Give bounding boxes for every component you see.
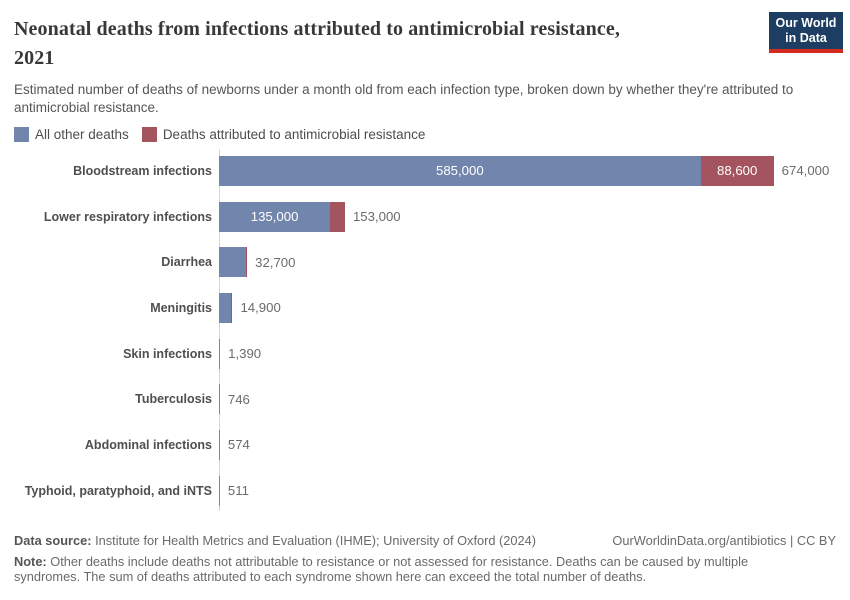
bar-segment-other-deaths[interactable]: 585,000 — [219, 155, 701, 186]
bar-segment-amr-deaths[interactable] — [231, 292, 233, 323]
category-label: Meningitis — [150, 300, 212, 315]
chart-footer: Data source: Institute for Health Metric… — [14, 533, 836, 586]
bar-row: Meningitis 14,900 — [14, 285, 836, 331]
bar-total-label: 1,390 — [228, 346, 262, 362]
note-text: Other deaths include deaths not attribut… — [14, 553, 749, 585]
bar-value-label-inside: 135,000 — [250, 209, 299, 225]
bar-row: Bloodstream infections 585,000 88,600 674,0… — [14, 148, 836, 194]
bar-total-label: 153,000 — [352, 209, 401, 225]
category-label: Typhoid, paratyphoid, and iNTS — [24, 483, 212, 498]
bar-track: 746 — [219, 384, 836, 415]
bar-segment-other-deaths[interactable] — [219, 429, 220, 460]
y-axis-line — [219, 149, 220, 511]
category-label: Skin infections — [123, 346, 212, 361]
license-link[interactable]: OurWorldinData.org/antibiotics | CC BY — [612, 532, 836, 548]
category-label: Abdominal infections — [84, 437, 212, 452]
title-line-1: Neonatal deaths from infections attribut… — [14, 18, 620, 40]
bar-segment-other-deaths[interactable] — [219, 338, 221, 369]
bar-total-label: 14,900 — [240, 300, 281, 316]
owid-logo[interactable]: Our World in Data — [769, 12, 843, 53]
bar-track: 574 — [219, 429, 836, 460]
bar-row: Lower respiratory infections 135,000 153,0… — [14, 194, 836, 240]
bar-track: 511 — [219, 475, 836, 506]
bar-total-label: 32,700 — [255, 254, 296, 270]
chart-rows: Bloodstream infections 585,000 88,600 674,0… — [14, 148, 836, 514]
bar-value-label-inside: 585,000 — [436, 163, 484, 179]
bar-track: 135,000 153,000 — [219, 201, 836, 232]
owid-logo-line2: in Data — [785, 30, 827, 45]
bar-chart: Bloodstream infections 585,000 88,600 674,0… — [14, 148, 836, 514]
note-label: Note: — [14, 553, 47, 569]
legend-label: Deaths attributed to antimicrobial resis… — [162, 127, 426, 142]
bar-total-label: 511 — [227, 483, 249, 499]
category-label: Bloodstream infections — [73, 163, 212, 178]
category-label: Diarrhea — [161, 255, 212, 270]
page-title: Neonatal deaths from infections attribut… — [14, 15, 836, 73]
bar-value-label-inside: 88,600 — [717, 163, 758, 179]
legend-item-all-other-deaths[interactable]: All other deaths — [14, 127, 129, 142]
bar-row: Typhoid, paratyphoid, and iNTS 511 — [14, 468, 836, 514]
chart-subtitle: Estimated number of deaths of newborns u… — [14, 82, 794, 115]
chart-note: Note: Other deaths include deaths not at… — [14, 554, 786, 586]
title-line-2: 2021 — [14, 47, 55, 69]
bar-row: Skin infections 1,390 — [14, 331, 836, 377]
bar-segment-other-deaths[interactable] — [219, 475, 220, 506]
data-source-text: Institute for Health Metrics and Evaluat… — [91, 532, 537, 548]
bar-segment-other-deaths[interactable] — [219, 384, 220, 415]
bar-segment-other-deaths[interactable]: 135,000 — [219, 201, 331, 232]
category-label: Tuberculosis — [135, 392, 212, 407]
category-label: Lower respiratory infections — [43, 209, 212, 224]
legend-swatch-icon — [14, 127, 29, 142]
bar-track: 14,900 — [219, 292, 836, 323]
bar-total-label: 674,000 — [781, 163, 830, 179]
data-source-label: Data source: — [14, 532, 92, 548]
bar-row: Tuberculosis 746 — [14, 376, 836, 422]
bar-segment-other-deaths[interactable] — [219, 292, 232, 323]
bar-segment-amr-deaths[interactable] — [245, 247, 248, 278]
bar-segment-amr-deaths[interactable]: 88,600 — [700, 155, 774, 186]
bar-track: 32,700 — [219, 247, 836, 278]
legend-label: All other deaths — [35, 127, 129, 142]
bar-track: 585,000 88,600 674,000 — [219, 155, 836, 186]
bar-segment-other-deaths[interactable] — [219, 247, 246, 278]
owid-logo-line1: Our World — [775, 16, 837, 30]
bar-row: Diarrhea 32,700 — [14, 239, 836, 285]
bar-total-label: 574 — [227, 437, 250, 453]
data-source-line: Data source: Institute for Health Metric… — [14, 533, 536, 549]
legend: All other deaths Deaths attributed to an… — [14, 127, 836, 142]
legend-item-amr-deaths[interactable]: Deaths attributed to antimicrobial resis… — [141, 127, 426, 142]
bar-segment-amr-deaths[interactable] — [330, 201, 345, 232]
bar-row: Abdominal infections 574 — [14, 422, 836, 468]
bar-total-label: 746 — [227, 391, 250, 407]
legend-swatch-icon — [141, 127, 157, 142]
bar-track: 1,390 — [219, 338, 836, 369]
